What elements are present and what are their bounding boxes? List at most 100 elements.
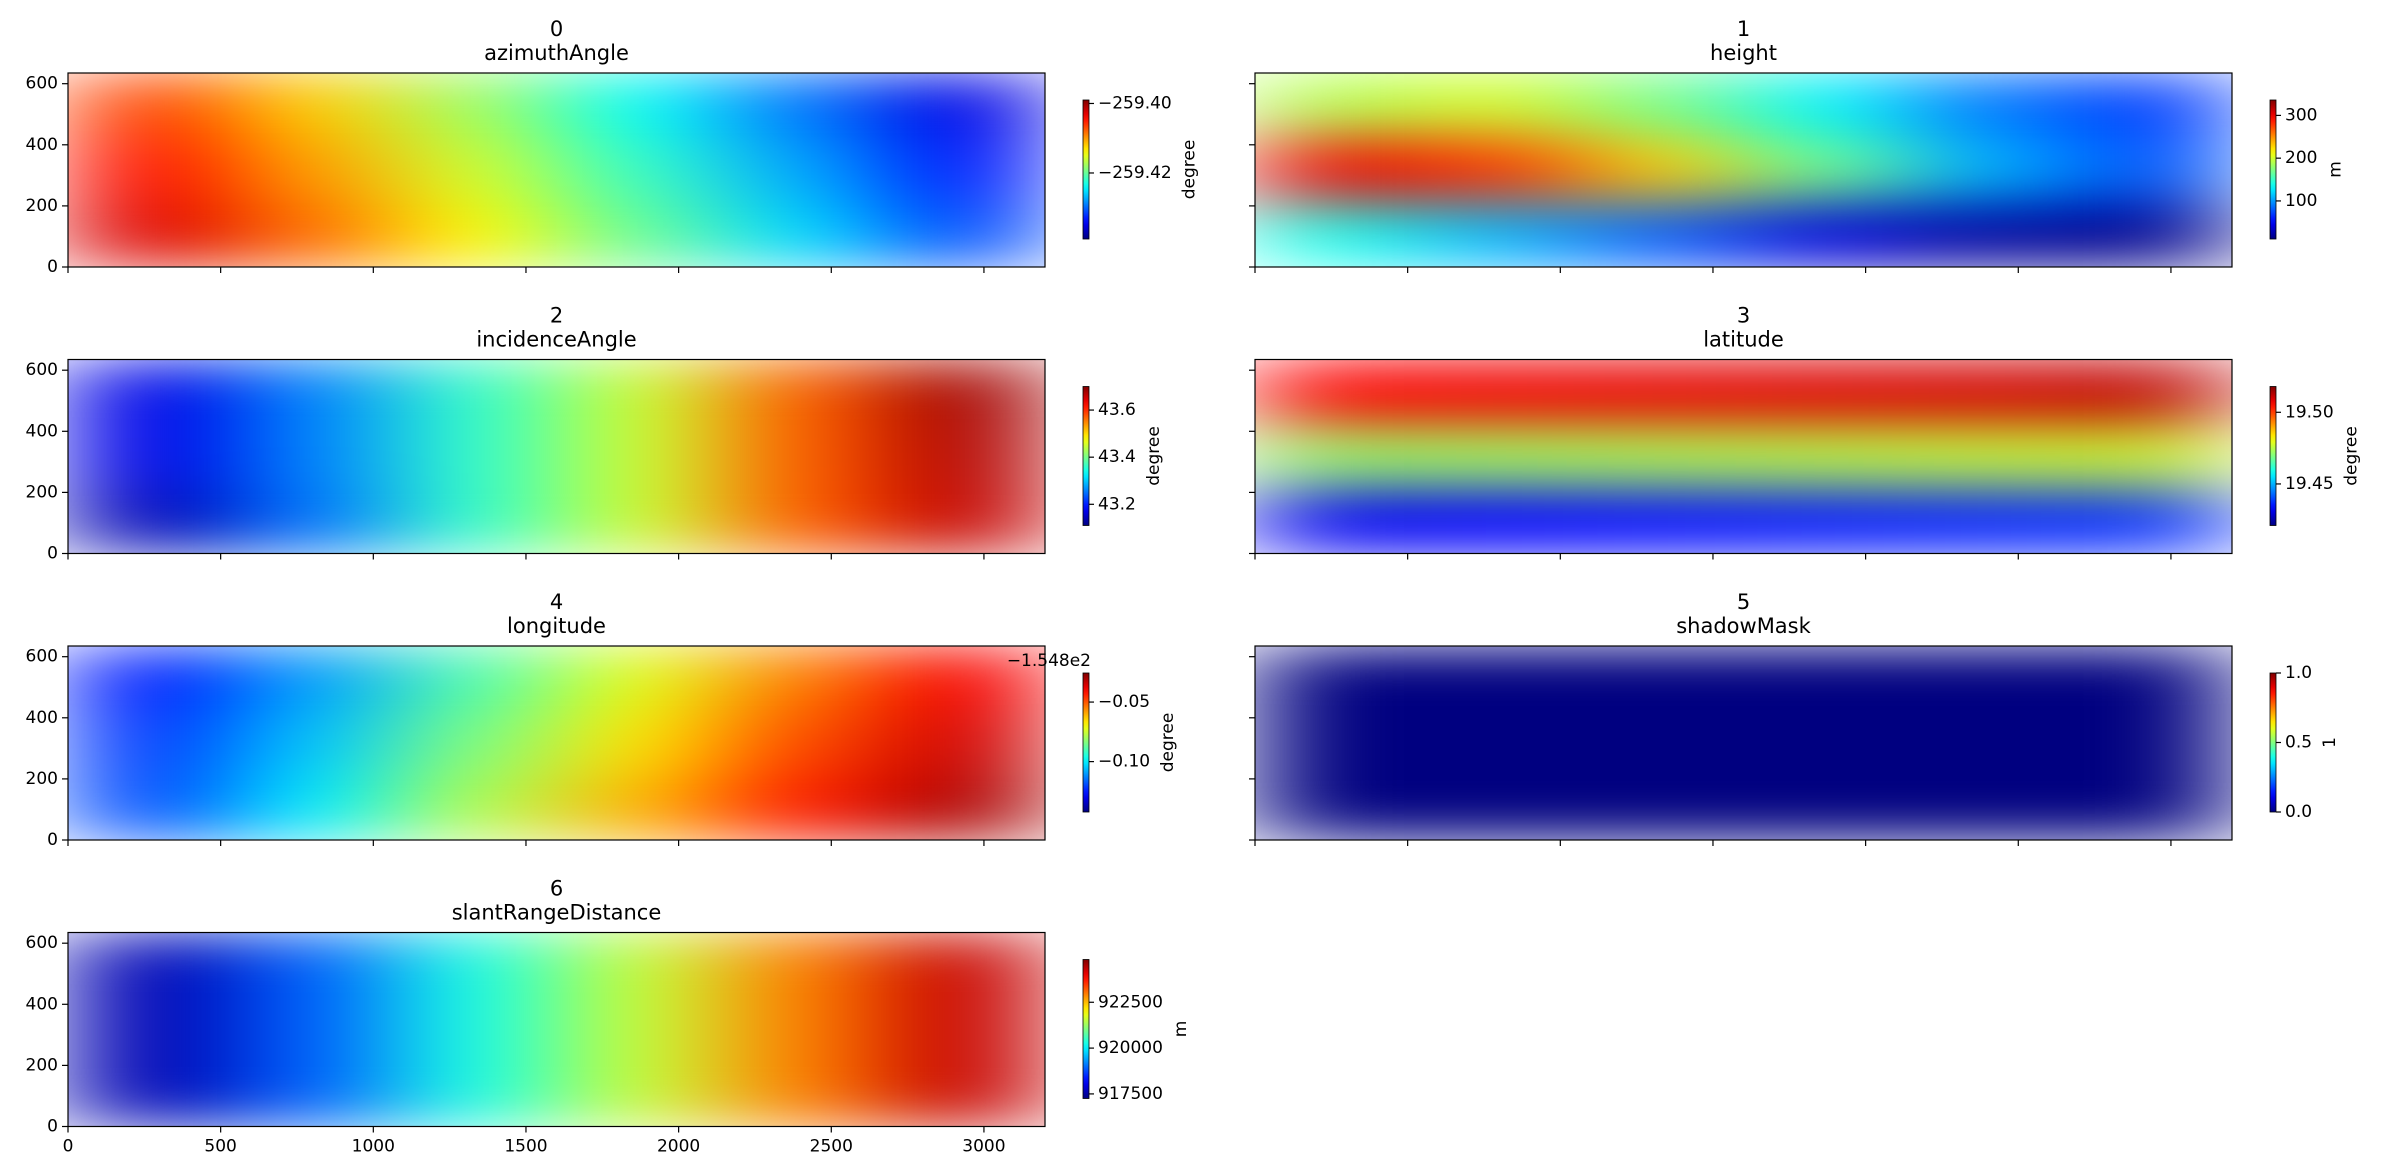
cell — [1255, 710, 1419, 776]
colorbar — [2269, 672, 2277, 813]
colorbar-tick-label: 300 — [2285, 105, 2317, 125]
colorbar-tick-label: −0.05 — [1098, 692, 1150, 712]
cell — [1580, 488, 1744, 554]
colorbar-tick-label: 200 — [2285, 148, 2317, 168]
cell — [2069, 424, 2232, 490]
colorbar-label: 1 — [2320, 737, 2340, 748]
cell — [1906, 488, 2070, 554]
cell — [556, 710, 720, 776]
y-tick-label: 600 — [26, 933, 58, 953]
cell — [719, 932, 883, 998]
cell — [719, 488, 883, 554]
cell — [230, 424, 395, 490]
cell — [1743, 488, 1907, 554]
cell — [1255, 73, 1419, 139]
y-tick-label: 600 — [26, 360, 58, 380]
colorbar-label: degree — [1144, 426, 1164, 486]
cell — [1906, 73, 2070, 139]
y-tick-label: 600 — [26, 74, 58, 94]
cell — [882, 488, 1045, 554]
image-cells — [68, 359, 1045, 554]
cell — [68, 424, 232, 490]
panel-title: 0 — [550, 17, 563, 41]
cell — [1580, 137, 1744, 203]
cell — [1255, 359, 1419, 425]
image-cells — [1255, 359, 2232, 554]
cell — [2069, 73, 2232, 139]
cell — [393, 646, 557, 712]
image-cells — [68, 73, 1045, 267]
image-cells — [1255, 73, 2232, 267]
cell — [1580, 424, 1744, 490]
panel-title: 3 — [1737, 304, 1750, 328]
x-tick-label: 2500 — [810, 1137, 853, 1157]
colorbar-tick-label: 19.45 — [2285, 474, 2334, 494]
colorbar — [1082, 386, 1090, 526]
x-tick-label: 1500 — [504, 1137, 547, 1157]
image — [1255, 359, 2232, 554]
colorbar-tick-label: 0.0 — [2285, 802, 2312, 822]
cell — [1906, 710, 2070, 776]
cell — [393, 359, 557, 425]
cell — [393, 710, 557, 776]
panel-subtitle: incidenceAngle — [476, 328, 636, 352]
cell — [1743, 137, 1907, 203]
cell — [2069, 202, 2232, 267]
colorbar-label: m — [1171, 1021, 1191, 1038]
y-tick-label: 200 — [26, 769, 58, 789]
colorbar-tick-label: 922500 — [1098, 992, 1163, 1012]
panel-title: 2 — [550, 304, 563, 328]
cell — [1255, 202, 1419, 267]
cell — [882, 710, 1045, 776]
cell — [230, 932, 395, 998]
colorbar-label: m — [2325, 161, 2345, 178]
panel-title: 5 — [1737, 590, 1750, 614]
y-tick-label: 400 — [26, 708, 58, 728]
cell — [719, 424, 883, 490]
cell — [68, 137, 232, 203]
cell — [882, 932, 1045, 998]
y-tick-label: 400 — [26, 421, 58, 441]
axes-frame — [1254, 645, 2233, 841]
cell — [2069, 710, 2232, 776]
cell — [2069, 137, 2232, 203]
cell — [230, 73, 395, 139]
colorbar-offset: −1.548e2 — [1007, 651, 1091, 671]
colorbar — [1082, 99, 1090, 240]
cell — [719, 775, 883, 840]
panel-subtitle: shadowMask — [1676, 614, 1811, 638]
cell — [719, 997, 883, 1063]
colorbar-label: degree — [2342, 426, 2362, 486]
cell — [556, 73, 720, 139]
cell — [68, 202, 232, 267]
cell — [556, 646, 720, 712]
cell — [1417, 137, 1582, 203]
cell — [1580, 73, 1744, 139]
colorbar-tick-label: −259.42 — [1098, 163, 1172, 183]
colorbar-tick-label: 43.4 — [1098, 447, 1136, 467]
cell — [1906, 424, 2070, 490]
cell — [556, 932, 720, 998]
cell — [882, 646, 1045, 712]
cell — [2069, 775, 2232, 840]
cell — [719, 646, 883, 712]
cell — [1743, 359, 1907, 425]
cell — [1417, 424, 1582, 490]
colorbar-tick-label: −259.40 — [1098, 93, 1172, 113]
panel-subtitle: azimuthAngle — [484, 41, 629, 65]
colorbar-tick-label: −0.10 — [1098, 752, 1150, 772]
colorbar-tick-label: 19.50 — [2285, 402, 2334, 422]
cell — [556, 424, 720, 490]
cell — [68, 710, 232, 776]
cell — [1906, 646, 2070, 712]
cell — [1743, 646, 1907, 712]
cell — [1580, 359, 1744, 425]
x-tick-label: 2000 — [657, 1137, 700, 1157]
y-tick-label: 0 — [47, 544, 58, 564]
x-tick-label: 0 — [63, 1137, 74, 1157]
cell — [719, 73, 883, 139]
cell — [393, 997, 557, 1063]
